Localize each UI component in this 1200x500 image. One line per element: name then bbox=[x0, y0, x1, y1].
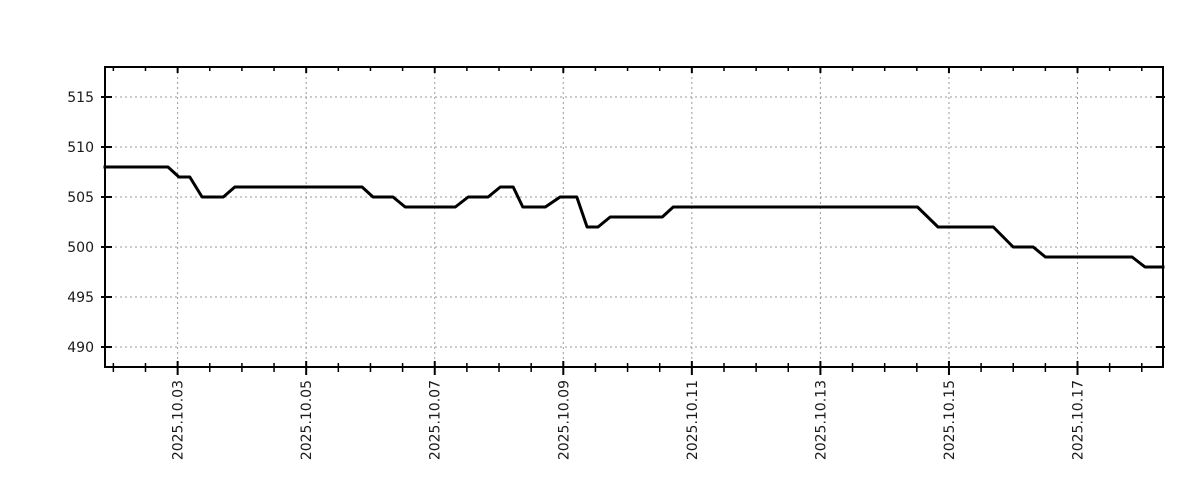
x-tick-label: 2025.10.11 bbox=[685, 380, 701, 460]
data-line bbox=[103, 165, 1165, 269]
y-tick-label: 515 bbox=[67, 90, 94, 106]
x-tick-label: 2025.10.15 bbox=[942, 380, 958, 460]
x-tick-label: 2025.10.03 bbox=[171, 380, 187, 460]
x-tick-label: 2025.10.07 bbox=[428, 380, 444, 460]
y-tick-label: 510 bbox=[67, 140, 94, 156]
x-tick-label: 2025.10.05 bbox=[299, 380, 315, 460]
y-tick-label: 500 bbox=[67, 240, 94, 256]
x-tick-label: 2025.10.09 bbox=[556, 380, 572, 460]
y-tick-label: 505 bbox=[67, 190, 94, 206]
x-tick-label: 2025.10.13 bbox=[813, 380, 829, 460]
plot-border bbox=[104, 66, 1164, 368]
y-tick-label: 495 bbox=[67, 290, 94, 306]
x-tick-label: 2025.10.17 bbox=[1071, 380, 1087, 460]
y-tick-label: 490 bbox=[67, 340, 94, 356]
